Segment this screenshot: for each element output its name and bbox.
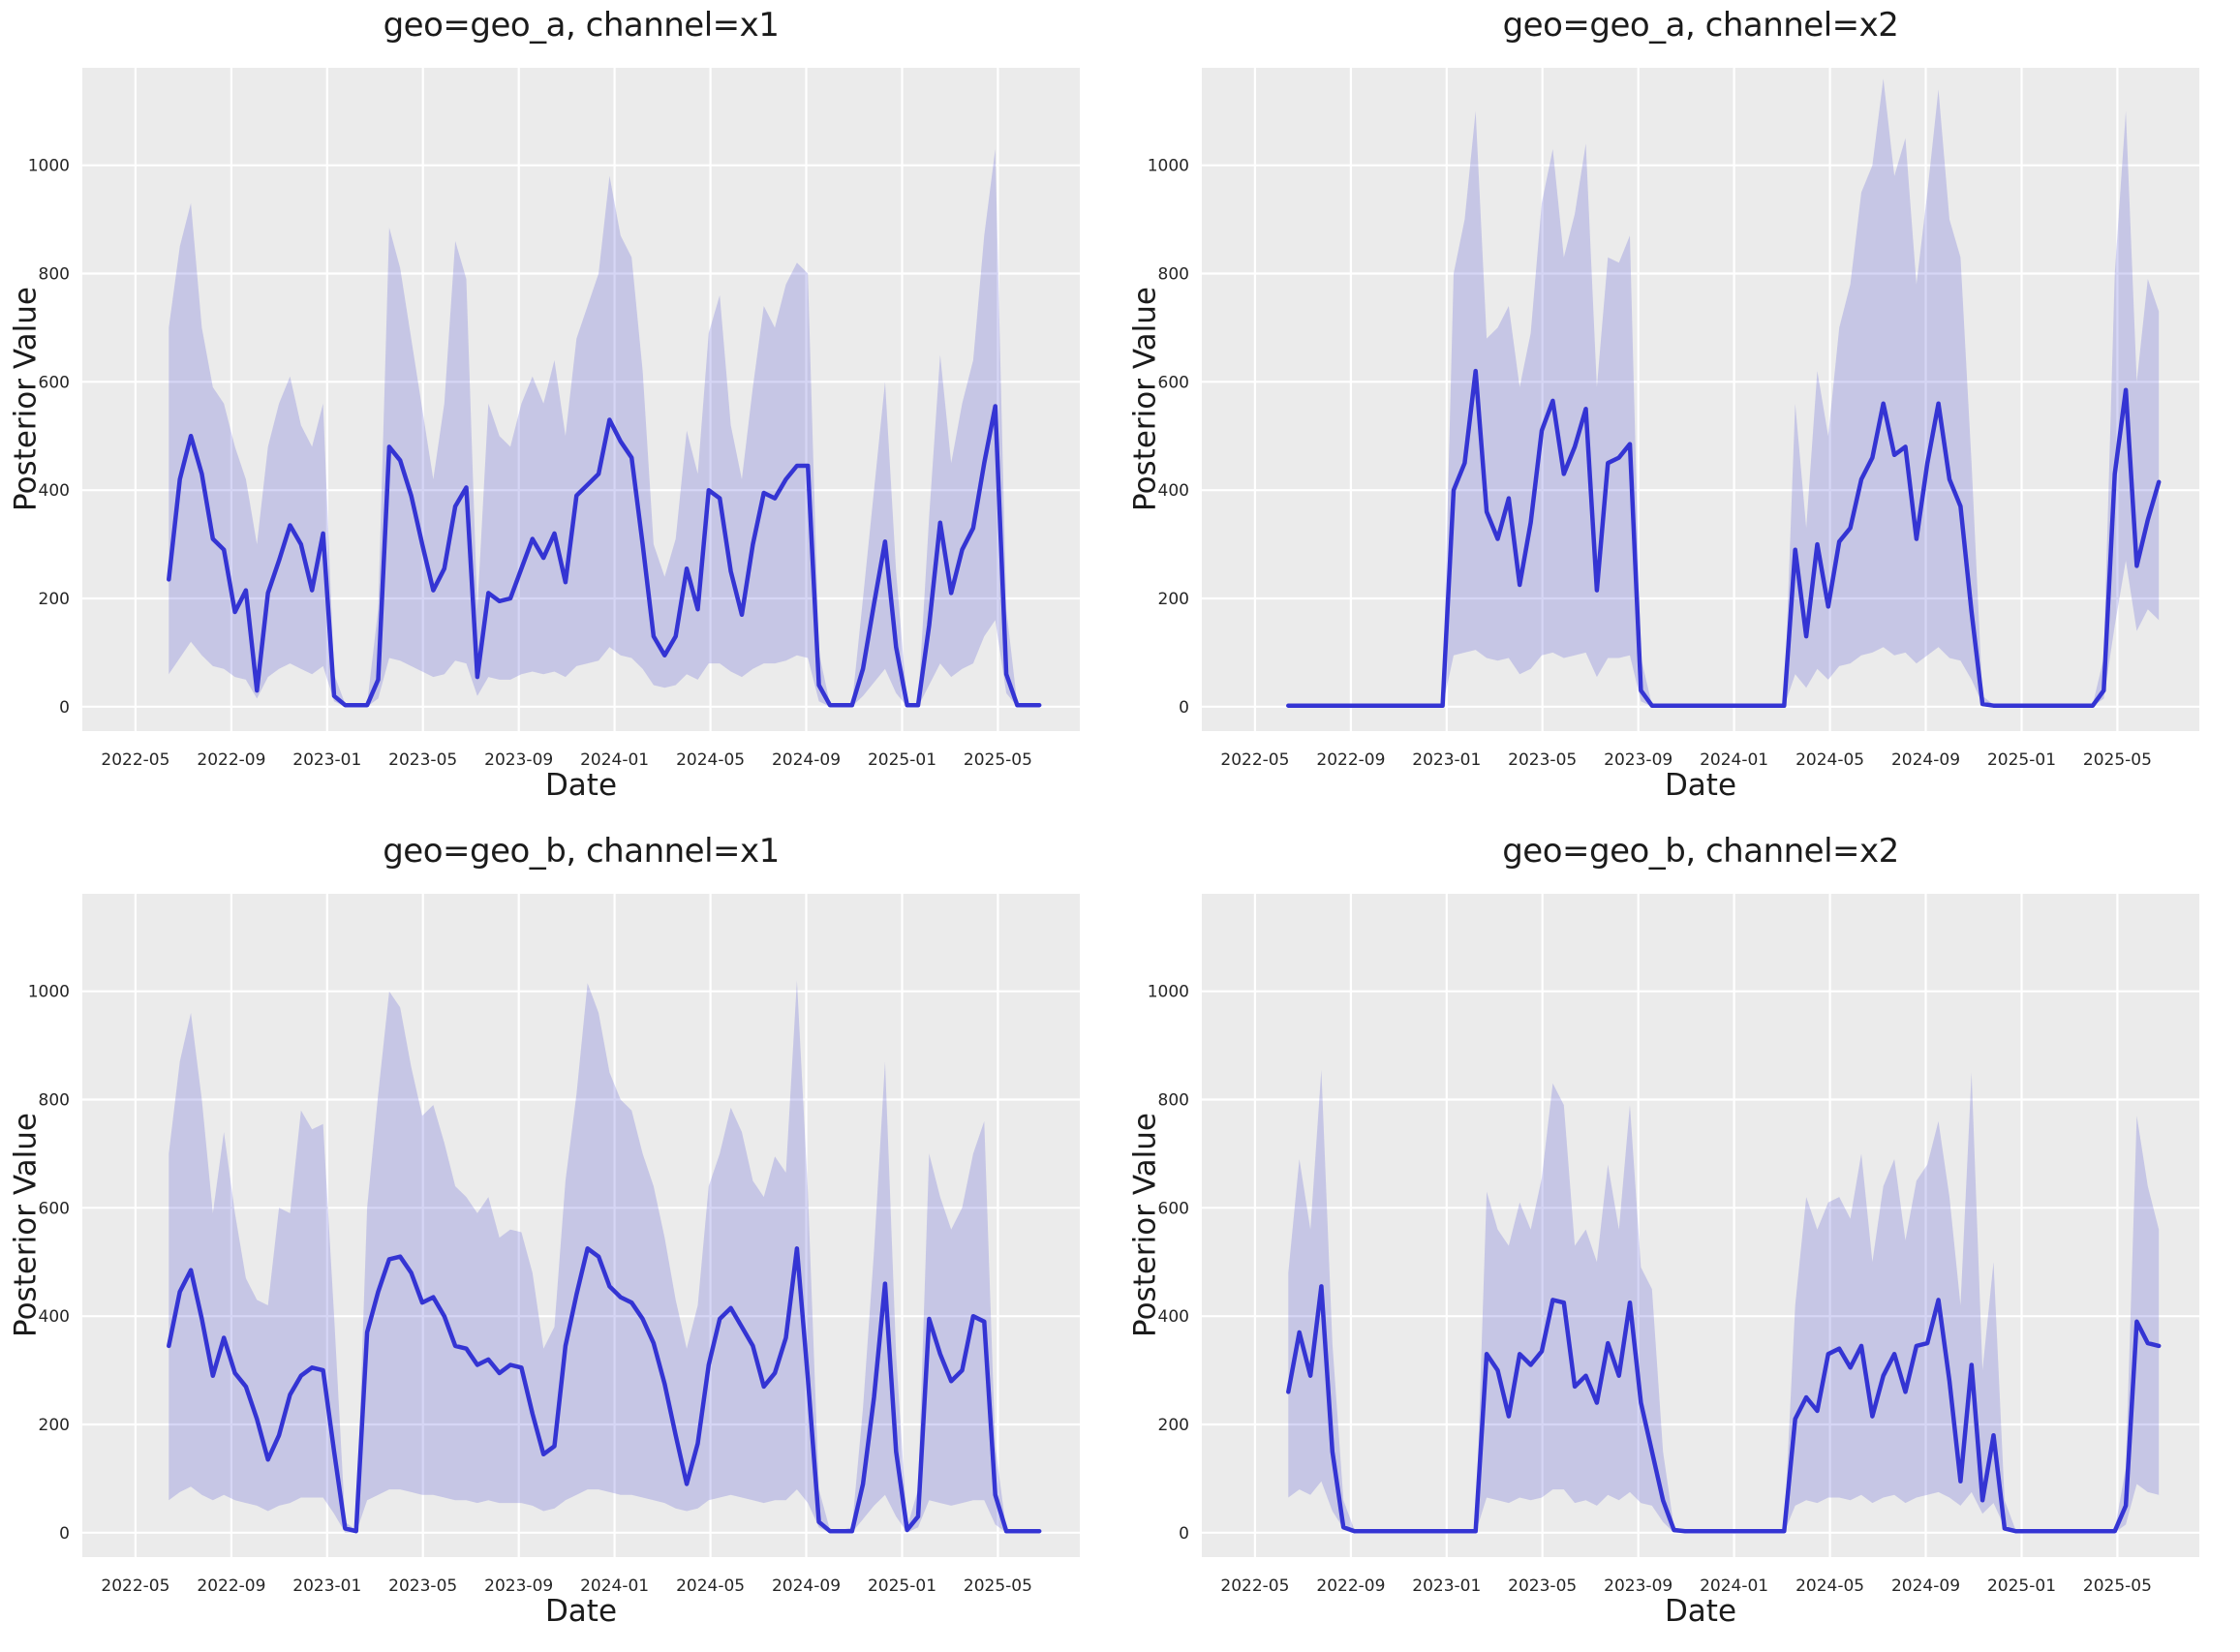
- y-axis-label: Posterior Value: [8, 287, 44, 511]
- posterior-mean-line: [167, 1246, 1042, 1534]
- x-tick-label: 2025-01: [1987, 1576, 2056, 1596]
- y-tick-label: 200: [1158, 1416, 1189, 1435]
- x-tick-label: 2023-05: [1508, 750, 1577, 770]
- x-tick-label: 2024-05: [676, 750, 745, 770]
- plot-area-geo-b-x1: 0 200 400 600 800 1000 2022-05 2022-09 2023-01 20…: [28, 894, 1080, 1596]
- y-tick-label: 1000: [1148, 157, 1189, 176]
- x-tick-label: 2025-05: [2083, 750, 2152, 770]
- x-tick-label: 2025-01: [868, 750, 936, 770]
- x-tick-label: 2023-01: [1412, 750, 1481, 770]
- x-tick-label: 2023-09: [484, 1576, 553, 1596]
- x-tick-label: 2023-05: [388, 1576, 457, 1596]
- x-tick-label: 2024-05: [1795, 750, 1864, 770]
- subplot-geo-b-x1: 0 200 400 600 800 1000 2022-05 2022-09 2023-01 20…: [0, 826, 1120, 1652]
- plot-background: [1202, 68, 2199, 731]
- x-tick-label: 2024-09: [772, 750, 841, 770]
- y-tick-label: 0: [1179, 698, 1189, 718]
- x-tick-label: 2023-09: [484, 750, 553, 770]
- y-tick-label: 800: [39, 1091, 70, 1111]
- x-tick-label: 2022-09: [1316, 1576, 1385, 1596]
- x-tick-label: 2023-01: [1412, 1576, 1481, 1596]
- x-tick-label: 2025-01: [1987, 750, 2056, 770]
- y-tick-label: 0: [1179, 1524, 1189, 1544]
- y-tick-label: 1000: [1148, 983, 1189, 1002]
- x-tick-label: 2024-01: [580, 1576, 649, 1596]
- y-tick-label: 400: [1158, 1307, 1189, 1327]
- x-tick-label: 2022-09: [1316, 750, 1385, 770]
- posterior-mean-line: [167, 404, 1042, 708]
- x-tick-label: 2022-05: [1220, 1576, 1289, 1596]
- plot-background: [82, 894, 1080, 1557]
- y-tick-label: 200: [39, 1416, 70, 1435]
- x-tick-label: 2025-05: [2083, 1576, 2152, 1596]
- y-axis-label: Posterior Value: [8, 1113, 44, 1337]
- posterior-mean-line: [1286, 1284, 2162, 1534]
- subplot-geo-a-x2: 0 200 400 600 800 1000 2022-05 2022-09 2023-01 20…: [1120, 0, 2240, 826]
- x-tick-label: 2023-09: [1604, 1576, 1672, 1596]
- x-tick-label: 2024-09: [772, 1576, 841, 1596]
- x-tick-label: 2024-01: [1700, 1576, 1768, 1596]
- y-tick-label: 600: [1158, 1199, 1189, 1218]
- x-tick-label: 2023-05: [1508, 1576, 1577, 1596]
- x-tick-label: 2024-01: [1700, 750, 1768, 770]
- x-tick-label: 2022-05: [1220, 750, 1289, 770]
- x-axis-label: Date: [1664, 1594, 1737, 1629]
- y-tick-label: 200: [1158, 590, 1189, 609]
- plot-title-geo-a-x2: geo=geo_a, channel=x2: [1502, 6, 1899, 45]
- x-tick-label: 2025-05: [964, 750, 1032, 770]
- y-tick-label: 200: [39, 590, 70, 609]
- x-tick-label: 2024-09: [1891, 750, 1960, 770]
- plot-title-geo-b-x1: geo=geo_b, channel=x1: [383, 832, 780, 871]
- plot-background: [1202, 894, 2199, 1557]
- y-tick-label: 600: [39, 373, 70, 392]
- y-tick-label: 1000: [28, 983, 70, 1002]
- x-tick-label: 2022-09: [197, 750, 265, 770]
- x-tick-label: 2022-05: [101, 1576, 169, 1596]
- y-axis-label: Posterior Value: [1127, 287, 1163, 511]
- plot-area-geo-a-x2: 0 200 400 600 800 1000 2022-05 2022-09 2023-01 20…: [1148, 68, 2199, 770]
- x-tick-label: 2023-01: [292, 750, 361, 770]
- plot-title-geo-a-x1: geo=geo_a, channel=x1: [383, 6, 780, 45]
- x-tick-label: 2024-05: [1795, 1576, 1864, 1596]
- subplot-geo-a-x1: 0 200 400 600 800 1000 2022-05 2022-09 2023-01 20…: [0, 0, 1120, 826]
- confidence-band: [1288, 78, 2160, 707]
- plot-area-geo-a-x1: 0 200 400 600 800 1000 2022-05 2022-09 2023-01 20…: [28, 68, 1080, 770]
- x-axis-label: Date: [1664, 768, 1737, 803]
- x-tick-label: 2023-09: [1604, 750, 1672, 770]
- x-tick-label: 2023-01: [292, 1576, 361, 1596]
- y-tick-label: 400: [39, 481, 70, 501]
- y-tick-label: 0: [59, 1524, 70, 1544]
- y-tick-label: 400: [1158, 481, 1189, 501]
- x-tick-label: 2022-05: [101, 750, 169, 770]
- x-tick-label: 2025-05: [964, 1576, 1032, 1596]
- y-tick-label: 0: [59, 698, 70, 718]
- x-axis-label: Date: [544, 1594, 618, 1629]
- x-tick-label: 2023-05: [388, 750, 457, 770]
- subplot-geo-b-x2: 0 200 400 600 800 1000 2022-05 2022-09 2023-01 20…: [1120, 826, 2240, 1652]
- plot-title-geo-b-x2: geo=geo_b, channel=x2: [1502, 832, 1899, 871]
- x-axis-label: Date: [544, 768, 618, 803]
- x-tick-label: 2025-01: [868, 1576, 936, 1596]
- plot-area-geo-b-x2: 0 200 400 600 800 1000 2022-05 2022-09 2023-01 20…: [1148, 894, 2199, 1596]
- y-tick-label: 400: [39, 1307, 70, 1327]
- y-tick-label: 600: [1158, 373, 1189, 392]
- x-tick-label: 2024-01: [580, 750, 649, 770]
- y-axis-label: Posterior Value: [1127, 1113, 1163, 1337]
- confidence-band: [169, 980, 1040, 1533]
- y-tick-label: 800: [1158, 1091, 1189, 1111]
- y-tick-label: 800: [1158, 265, 1189, 285]
- x-tick-label: 2024-05: [676, 1576, 745, 1596]
- y-tick-label: 800: [39, 265, 70, 285]
- x-tick-label: 2024-09: [1891, 1576, 1960, 1596]
- posterior-mean-line: [1286, 368, 2162, 708]
- confidence-band: [1288, 1069, 2160, 1533]
- y-tick-label: 1000: [28, 157, 70, 176]
- confidence-band: [169, 148, 1040, 707]
- x-tick-label: 2022-09: [197, 1576, 265, 1596]
- y-tick-label: 600: [39, 1199, 70, 1218]
